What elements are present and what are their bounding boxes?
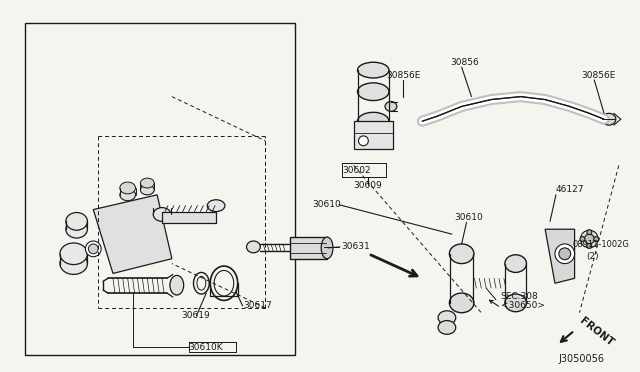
Text: 30856E: 30856E [386,71,420,80]
Text: 30856E: 30856E [582,71,616,80]
Circle shape [88,244,98,254]
Text: 30602: 30602 [342,166,371,175]
Ellipse shape [120,182,136,194]
Text: 46127: 46127 [556,185,584,195]
Ellipse shape [438,311,456,324]
Ellipse shape [602,113,616,125]
Text: 08911-1002G: 08911-1002G [573,240,630,250]
Ellipse shape [358,83,389,100]
Text: 30609: 30609 [353,180,382,189]
Bar [353,121,393,149]
Ellipse shape [505,255,527,272]
Circle shape [559,248,571,260]
Circle shape [358,136,369,146]
Polygon shape [93,195,172,273]
Ellipse shape [66,212,88,230]
Text: 30631: 30631 [341,243,369,251]
Bar [162,212,216,223]
Ellipse shape [449,244,474,264]
Bar [290,237,327,259]
Circle shape [580,230,598,248]
Ellipse shape [120,189,136,201]
Ellipse shape [60,253,88,275]
Text: (2): (2) [586,252,599,261]
Ellipse shape [140,178,154,188]
Text: <30650>: <30650> [501,301,545,310]
Ellipse shape [358,112,389,130]
Ellipse shape [449,293,474,313]
Circle shape [587,243,592,248]
Text: 30856: 30856 [450,58,479,67]
Ellipse shape [385,102,397,111]
Text: FRONT: FRONT [577,316,615,349]
Ellipse shape [207,200,225,212]
Circle shape [555,244,575,264]
Circle shape [584,234,594,244]
Circle shape [580,237,585,241]
Ellipse shape [358,62,389,78]
Ellipse shape [153,208,171,221]
Bar [24,23,294,355]
Ellipse shape [505,294,527,312]
Ellipse shape [170,275,184,295]
Ellipse shape [66,220,88,238]
Ellipse shape [140,185,154,195]
Ellipse shape [60,243,88,264]
Text: 30610K: 30610K [189,343,223,352]
Ellipse shape [438,321,456,334]
Text: 30619: 30619 [182,311,211,320]
Text: 30610: 30610 [454,213,483,222]
Ellipse shape [246,241,260,253]
Text: SEC.308: SEC.308 [500,292,538,301]
Circle shape [594,237,598,241]
Polygon shape [545,229,575,283]
Text: 30610: 30610 [312,200,341,209]
Circle shape [587,230,592,235]
Ellipse shape [321,237,333,259]
Text: J3050056: J3050056 [558,354,604,364]
Text: 30617: 30617 [244,301,273,310]
Circle shape [86,241,101,257]
